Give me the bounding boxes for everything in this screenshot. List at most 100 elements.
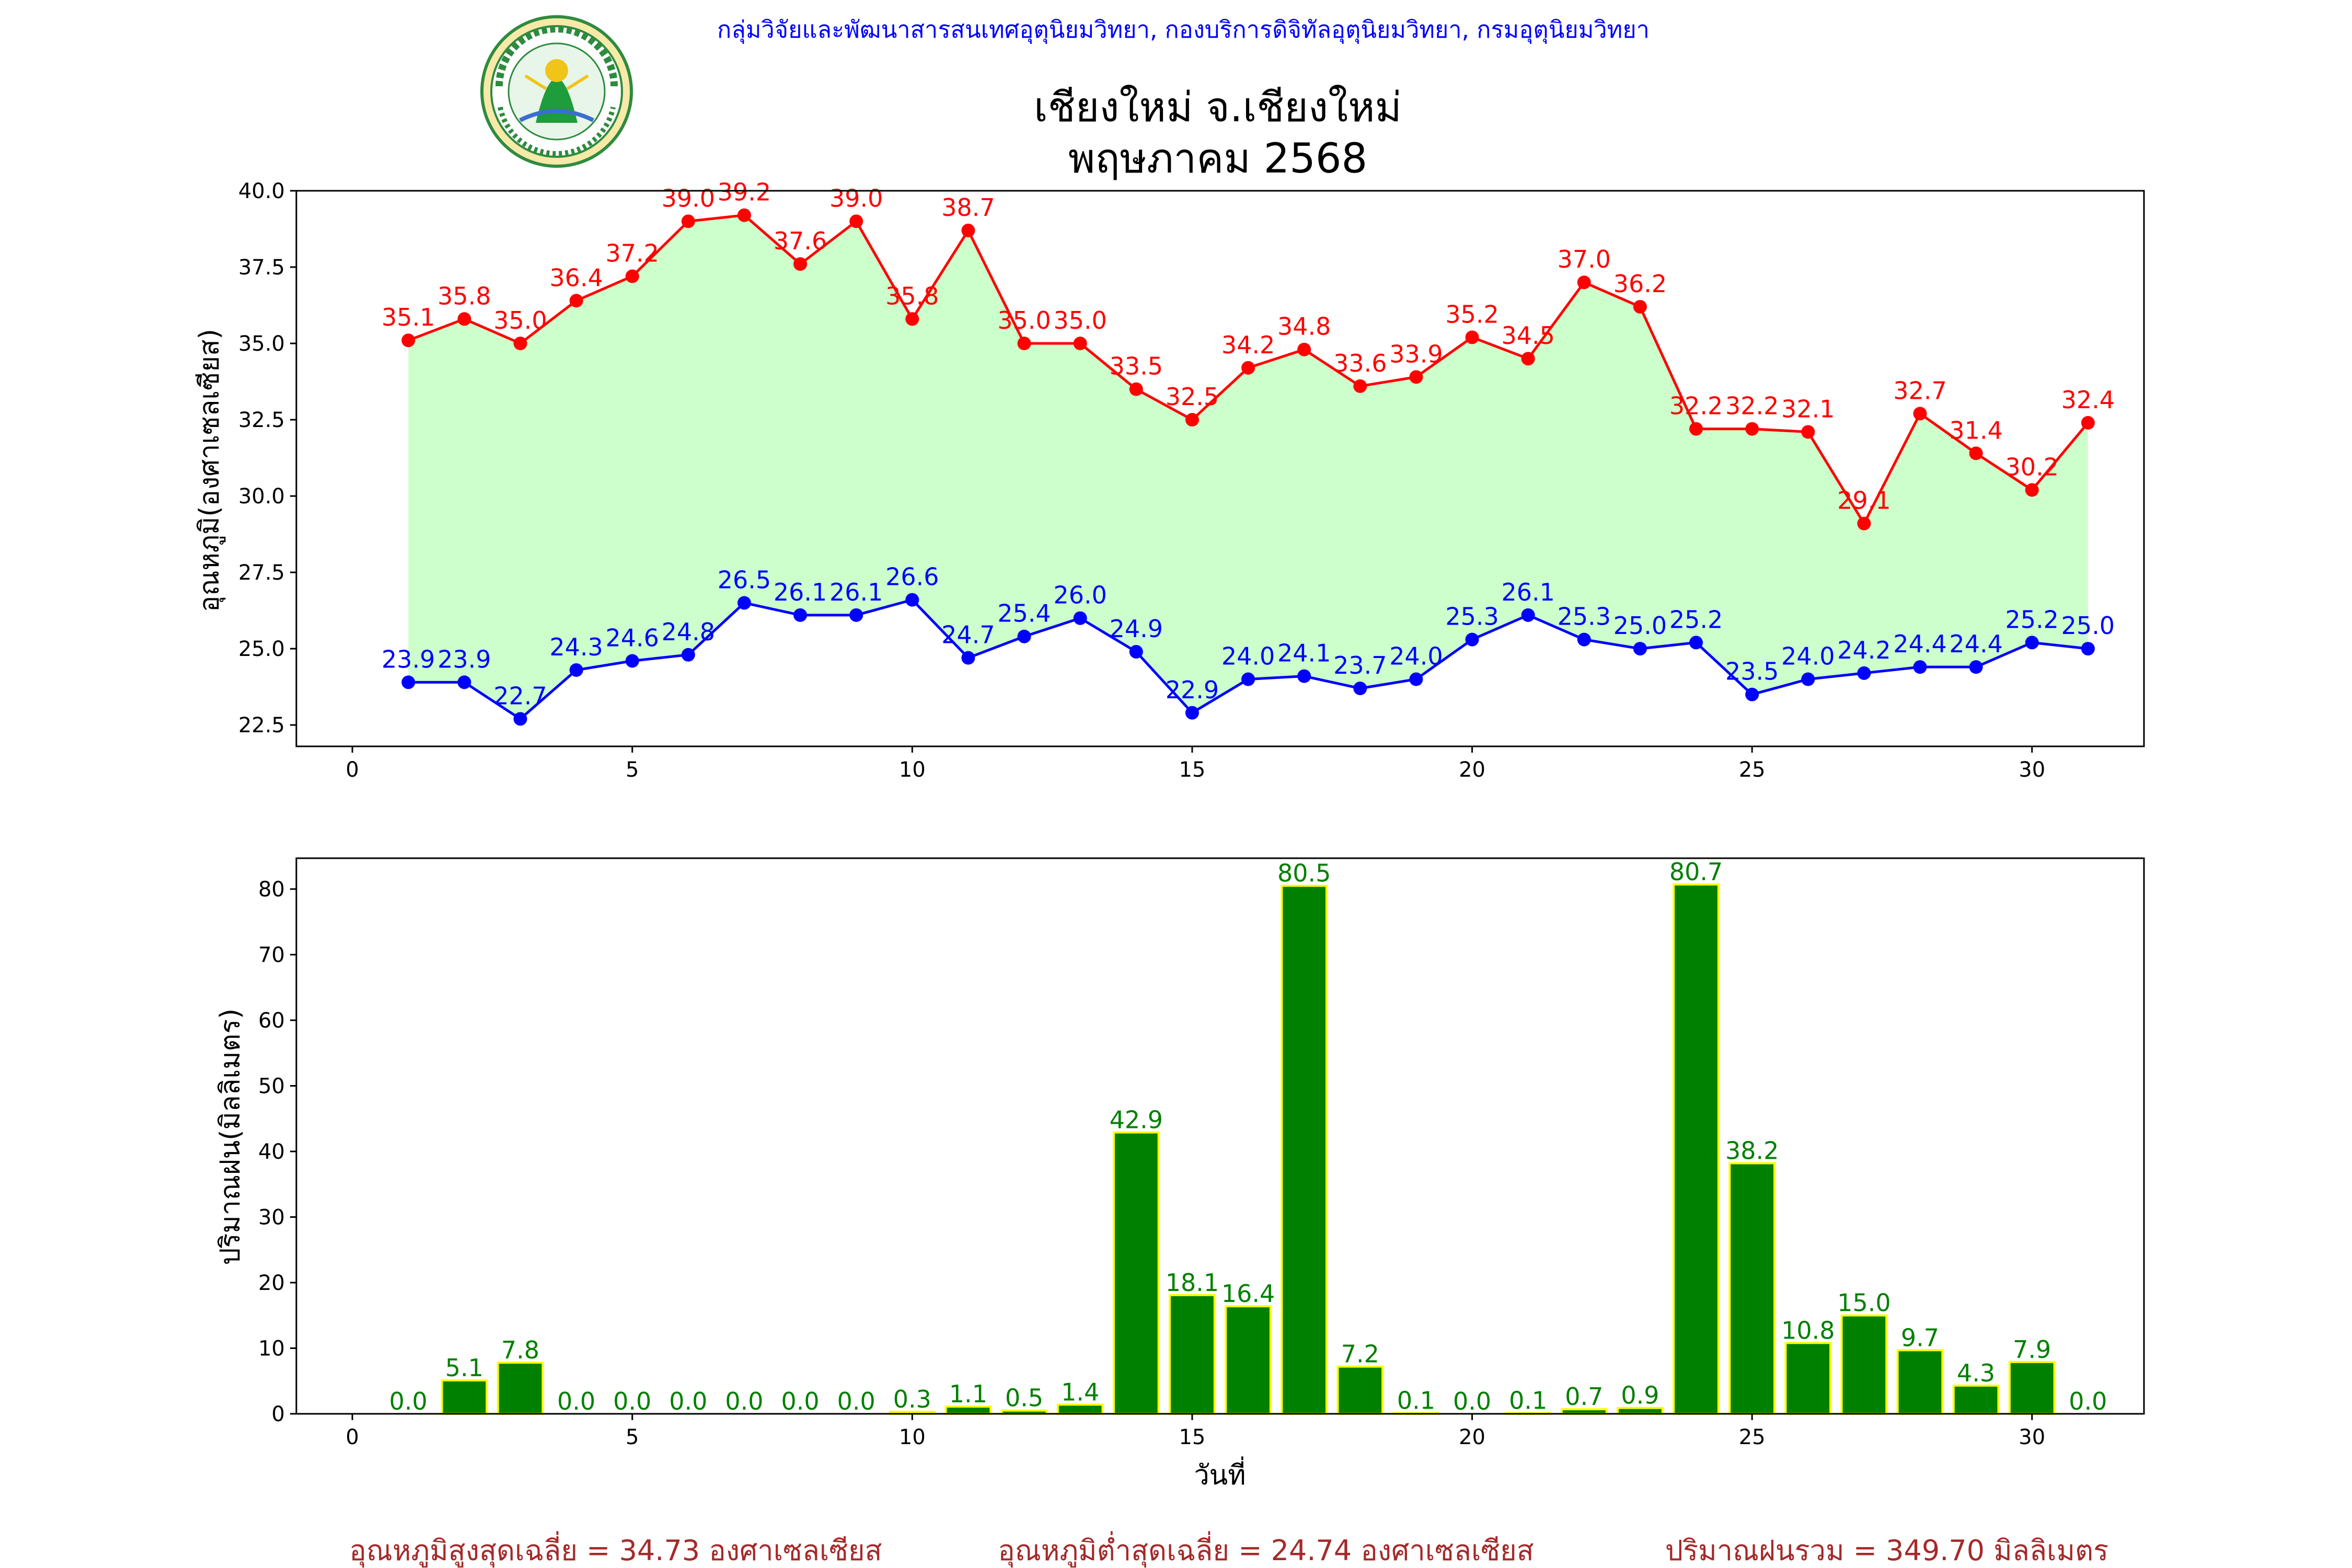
rainfall-plot-frame bbox=[295, 857, 2145, 1415]
y-tick-label: 32.5 bbox=[238, 408, 285, 432]
min-temp-label: 22.9 bbox=[1166, 676, 1219, 704]
x-tick-label: 20 bbox=[1459, 1425, 1485, 1449]
rainfall-bar bbox=[1840, 1314, 1888, 1415]
rainfall-x-axis: 0 5 10 15 20 25 30 bbox=[345, 1414, 2045, 1449]
min-temp-point bbox=[681, 648, 695, 662]
y-tick-label: 20 bbox=[258, 1271, 285, 1295]
max-temp-label: 29.1 bbox=[1837, 487, 1890, 515]
rainfall-y-axis-label: ปริมาณฝน(มิลลิเมตร) bbox=[215, 1008, 246, 1265]
rainfall-bar-label: 38.2 bbox=[1725, 1137, 1779, 1165]
max-temp-point bbox=[737, 208, 751, 222]
y-tick-label: 37.5 bbox=[238, 256, 285, 280]
y-tick-label: 30.0 bbox=[238, 485, 285, 509]
rainfall-bar-label: 0.0 bbox=[669, 1387, 707, 1415]
max-temp-label: 35.2 bbox=[1445, 300, 1498, 328]
min-temp-label: 24.6 bbox=[606, 624, 659, 652]
min-temp-label: 24.2 bbox=[1837, 636, 1890, 664]
x-tick-label: 20 bbox=[1459, 758, 1485, 782]
min-temp-point bbox=[793, 608, 808, 622]
max-temp-point bbox=[513, 337, 527, 351]
min-temp-label: 26.1 bbox=[1501, 578, 1554, 606]
rainfall-bar-label: 0.3 bbox=[893, 1385, 931, 1413]
min-temp-label: 24.0 bbox=[1781, 642, 1835, 671]
y-tick-label: 0 bbox=[272, 1402, 285, 1426]
max-temp-label: 35.0 bbox=[493, 306, 547, 335]
min-temp-label: 25.2 bbox=[2005, 605, 2059, 633]
rainfall-x-axis-label: วันที่ bbox=[1194, 1456, 1246, 1491]
max-temp-point bbox=[1409, 370, 1423, 384]
max-temp-label: 34.8 bbox=[1277, 313, 1331, 341]
y-tick-label: 22.5 bbox=[238, 713, 285, 737]
max-temp-point bbox=[2081, 416, 2095, 430]
rainfall-bar bbox=[1112, 1131, 1160, 1415]
min-temp-point bbox=[1465, 632, 1479, 647]
rainfall-y-axis: 0 10 20 30 40 50 60 70 80 bbox=[258, 878, 296, 1426]
rainfall-bar bbox=[1225, 1305, 1272, 1415]
max-temp-label: 31.4 bbox=[1949, 416, 2002, 444]
agency-name: กลุ่มวิจัยและพัฒนาสารสนเทศอุตุนิยมวิทยา,… bbox=[717, 16, 1650, 44]
max-temp-label: 35.0 bbox=[997, 306, 1051, 335]
x-tick-label: 25 bbox=[1739, 1425, 1766, 1449]
rainfall-bar bbox=[441, 1379, 488, 1415]
max-temp-point bbox=[401, 333, 416, 348]
rainfall-bar bbox=[497, 1362, 544, 1415]
max-temp-point bbox=[1745, 422, 1759, 436]
max-temp-label: 30.2 bbox=[2005, 453, 2059, 481]
max-temp-label: 35.8 bbox=[437, 282, 491, 310]
min-temp-point bbox=[1185, 706, 1199, 720]
max-temperature-points bbox=[401, 208, 2095, 531]
max-temp-label: 32.4 bbox=[2061, 386, 2115, 414]
min-temp-point bbox=[737, 596, 751, 610]
rainfall-bar-label: 0.1 bbox=[1397, 1387, 1435, 1415]
x-tick-label: 0 bbox=[345, 758, 359, 782]
min-temp-point bbox=[513, 712, 527, 726]
min-temp-label: 25.4 bbox=[997, 599, 1051, 628]
rainfall-bar bbox=[1728, 1162, 1775, 1415]
max-temp-point bbox=[1633, 299, 1647, 314]
max-temp-point bbox=[569, 294, 583, 308]
max-temp-label: 39.2 bbox=[718, 178, 771, 206]
max-temp-point bbox=[1241, 361, 1255, 375]
max-temperature-labels: 35.135.835.036.437.239.0 39.237.639.035.8… bbox=[382, 178, 2115, 515]
rainfall-bar-label: 16.4 bbox=[1221, 1279, 1275, 1308]
max-temp-point bbox=[849, 214, 863, 228]
rainfall-bar bbox=[1336, 1365, 1384, 1415]
rainfall-bar bbox=[1952, 1385, 2000, 1415]
max-temp-point bbox=[1017, 337, 1031, 351]
y-tick-label: 10 bbox=[258, 1336, 285, 1361]
rainfall-bar-label: 1.1 bbox=[949, 1380, 987, 1408]
max-temp-point bbox=[793, 257, 808, 271]
x-tick-label: 10 bbox=[899, 1425, 926, 1449]
min-temperature-points bbox=[401, 593, 2095, 726]
rainfall-bar-label: 0.0 bbox=[389, 1387, 428, 1415]
rainfall-bar-label: 10.8 bbox=[1781, 1316, 1835, 1344]
min-temp-point bbox=[1689, 636, 1703, 650]
max-temp-point bbox=[625, 269, 639, 283]
max-temp-point bbox=[1913, 407, 1927, 421]
min-temp-point bbox=[1241, 672, 1255, 686]
min-temp-point bbox=[1801, 672, 1815, 686]
rainfall-bar-label: 42.9 bbox=[1110, 1106, 1163, 1134]
rainfall-bar-label: 0.0 bbox=[613, 1387, 651, 1415]
min-temp-label: 24.8 bbox=[662, 618, 715, 646]
min-temp-label: 23.5 bbox=[1725, 658, 1779, 686]
min-temp-label: 26.0 bbox=[1053, 581, 1106, 609]
y-tick-label: 50 bbox=[258, 1074, 285, 1098]
min-temp-label: 23.9 bbox=[437, 645, 491, 673]
min-temp-point bbox=[2081, 642, 2095, 656]
meteorological-department-logo bbox=[480, 15, 633, 168]
rainfall-bar bbox=[1896, 1349, 1944, 1415]
rainfall-bar-label: 80.7 bbox=[1669, 858, 1723, 886]
max-temp-label: 39.0 bbox=[662, 184, 715, 212]
min-temp-label: 24.3 bbox=[549, 633, 603, 661]
max-temp-label: 33.5 bbox=[1110, 352, 1163, 381]
min-temp-label: 23.7 bbox=[1333, 651, 1387, 679]
x-tick-label: 0 bbox=[345, 1425, 359, 1449]
max-temp-point bbox=[457, 312, 471, 326]
max-temp-point bbox=[1801, 425, 1815, 439]
rainfall-bar-label: 4.3 bbox=[1957, 1359, 1995, 1387]
min-temp-point bbox=[1409, 672, 1423, 686]
max-temp-point bbox=[1969, 446, 1983, 460]
rainfall-bar-label: 18.1 bbox=[1166, 1269, 1219, 1297]
rainfall-bar-label: 5.1 bbox=[445, 1354, 483, 1382]
